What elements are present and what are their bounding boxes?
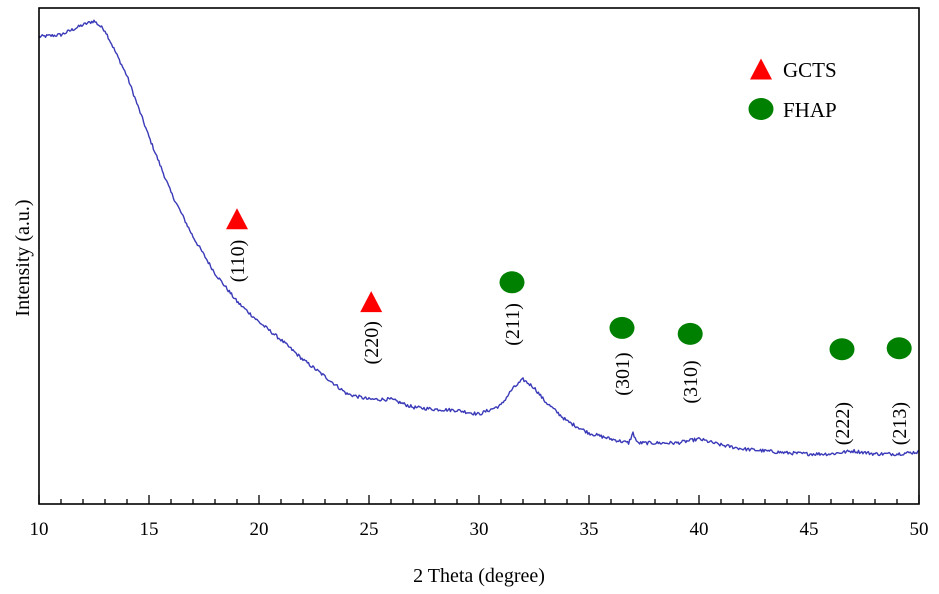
x-tick-label: 35 — [580, 519, 599, 540]
legend-circle-marker — [748, 98, 774, 120]
x-axis-title: 2 Theta (degree) — [413, 565, 545, 587]
plot-frame — [38, 7, 920, 505]
x-tick-label: 20 — [250, 519, 269, 540]
x-axis-ticks — [38, 495, 920, 504]
gcts-peak-marker — [226, 208, 248, 230]
fhap-peak-marker — [499, 271, 525, 294]
gcts-peak-marker — [360, 291, 383, 313]
x-tick-label: 10 — [30, 519, 49, 540]
fhap-peak-marker — [677, 322, 703, 345]
fhap-peak-marker — [886, 337, 912, 360]
series-layer — [38, 19, 920, 457]
peak-label: (222) — [832, 402, 854, 445]
peak-label: (220) — [361, 321, 383, 364]
x-axis-tick-labels: 10 15 20 25 30 35 40 45 50 — [30, 519, 929, 540]
peak-label: (310) — [680, 360, 702, 403]
fhap-peak-marker — [829, 338, 855, 361]
peak-label: (211) — [502, 303, 524, 346]
peak-label: (110) — [227, 240, 249, 283]
x-tick-label: 30 — [470, 519, 489, 540]
x-tick-label: 15 — [140, 519, 159, 540]
legend-label: FHAP — [783, 98, 837, 122]
peak-annotations: (110) (220) (211) (301) (310) (222) (213) — [226, 208, 912, 445]
y-axis-title: Intensity (a.u.) — [12, 199, 34, 316]
legend-triangle-marker — [750, 58, 772, 80]
fhap-peak-marker — [609, 316, 635, 339]
x-tick-label: 25 — [360, 519, 379, 540]
series-line — [38, 19, 920, 457]
x-tick-label: 40 — [690, 519, 709, 540]
peak-label: (301) — [612, 352, 634, 395]
legend: GCTS FHAP — [748, 58, 837, 122]
peak-label: (213) — [889, 402, 911, 445]
x-tick-label: 45 — [800, 519, 819, 540]
x-tick-label: 50 — [910, 519, 929, 540]
legend-label: GCTS — [783, 58, 837, 82]
